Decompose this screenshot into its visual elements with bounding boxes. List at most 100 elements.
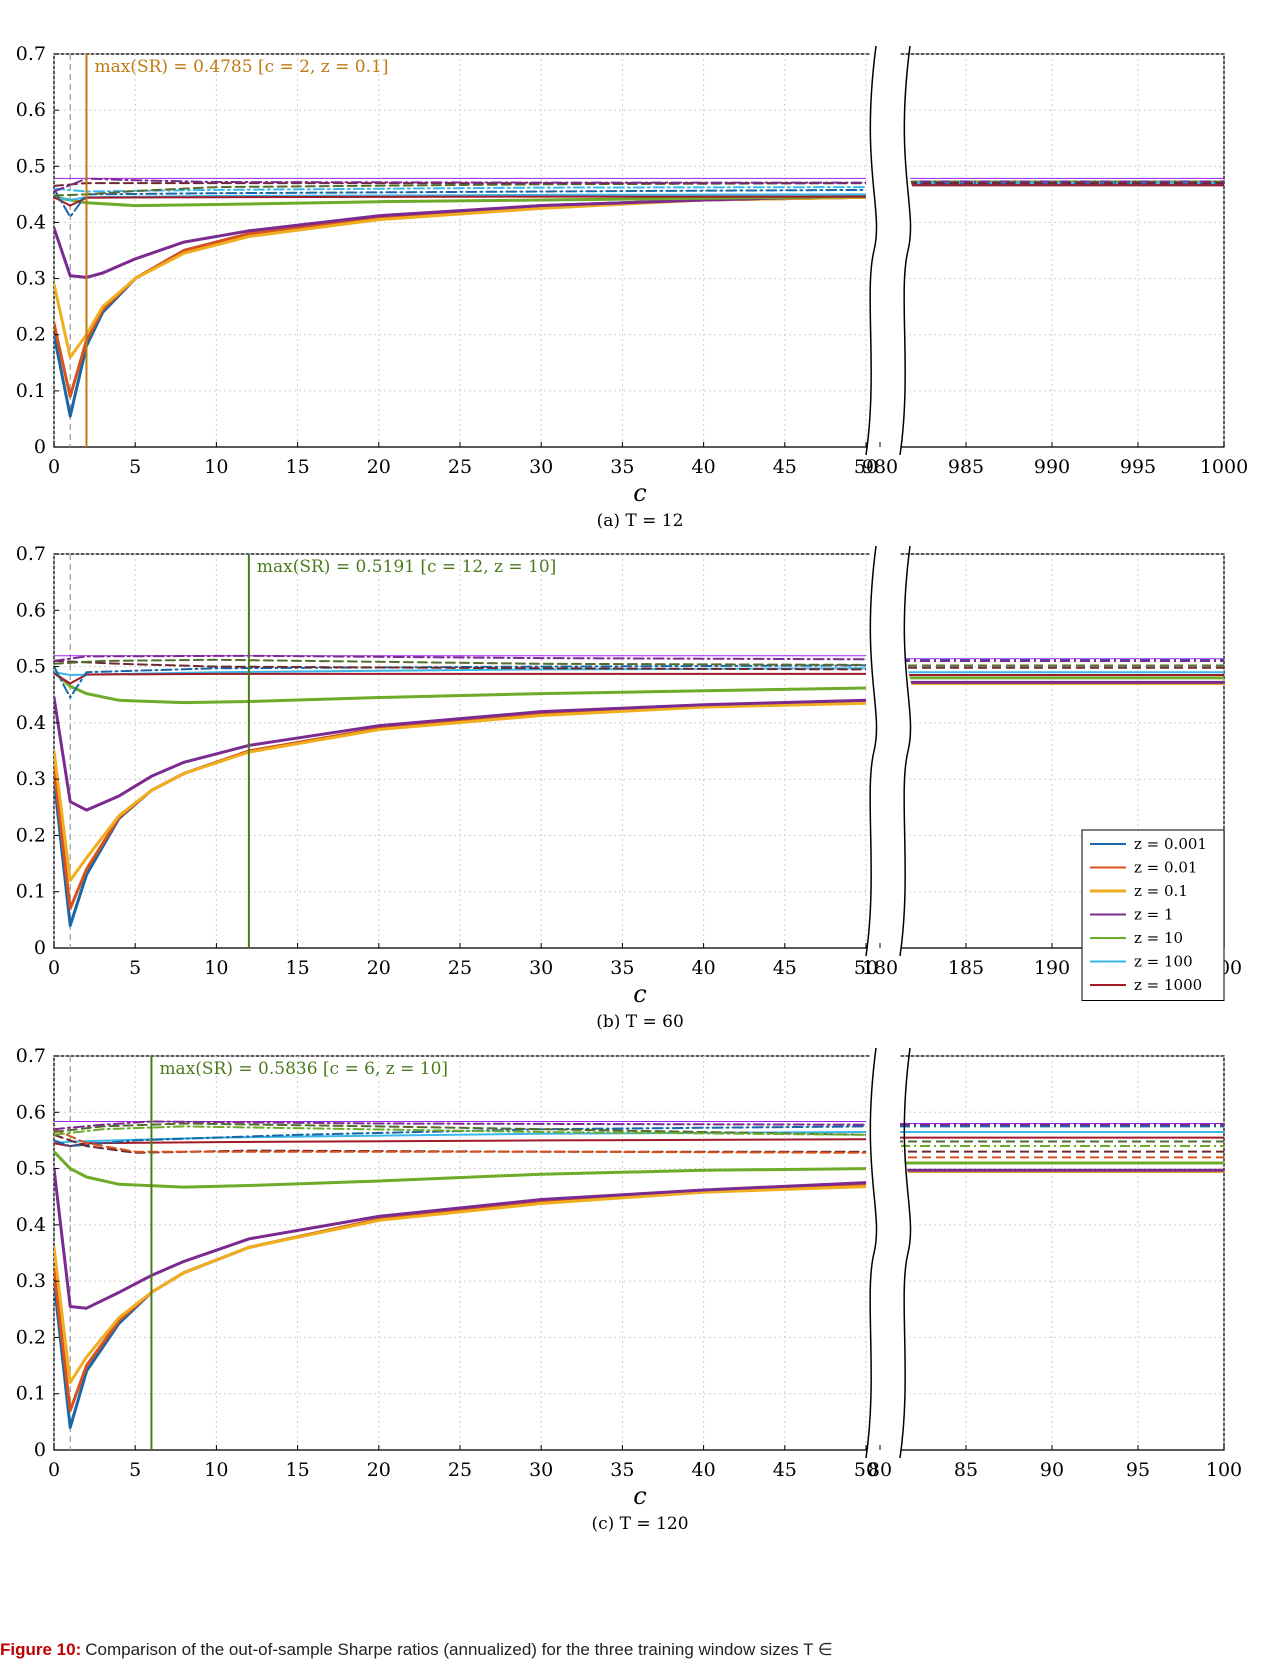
x-tick-label: 45 bbox=[773, 1459, 797, 1481]
subfigure-caption: (b) T = 60 bbox=[596, 1012, 684, 1032]
y-tick-label: 0.2 bbox=[16, 1326, 46, 1348]
series-line bbox=[54, 1128, 866, 1154]
axis-break bbox=[865, 1047, 918, 1459]
x-tick-label: 45 bbox=[773, 957, 797, 979]
axis-break bbox=[865, 45, 918, 456]
legend-label: z = 0.001 bbox=[1134, 835, 1207, 853]
legend-label: z = 100 bbox=[1134, 953, 1193, 971]
x-axis-label: c bbox=[633, 1482, 646, 1510]
x-tick-label: 20 bbox=[367, 1459, 391, 1481]
x-tick-label: 35 bbox=[610, 957, 634, 979]
plot-frame bbox=[53, 53, 1225, 448]
axis-break-gap bbox=[870, 46, 900, 455]
x-tick-label: 20 bbox=[367, 957, 391, 979]
y-tick-label: 0.3 bbox=[16, 768, 46, 790]
series-left bbox=[54, 654, 866, 927]
chart-panel: max(SR) = 0.5836 [c = 6, z = 10] 0 0.1 0.2 0… bbox=[16, 1045, 1242, 1534]
x-tick-label: 35 bbox=[610, 456, 634, 478]
legend-label: z = 0.01 bbox=[1134, 859, 1197, 877]
legend-label: z = 1 bbox=[1134, 906, 1174, 924]
x-tick-label: 980 bbox=[862, 456, 898, 478]
y-tick-label: 0.2 bbox=[16, 824, 46, 846]
series-line bbox=[54, 195, 866, 359]
x-tick-label: 990 bbox=[1034, 456, 1070, 478]
x-tick-label: 45 bbox=[773, 456, 797, 478]
x-tick-label: 10 bbox=[204, 957, 228, 979]
max-sr-annotation: max(SR) = 0.4785 [c = 2, z = 0.1] bbox=[94, 57, 388, 77]
series-line bbox=[54, 1122, 866, 1136]
y-tick-label: 0.4 bbox=[16, 211, 46, 233]
x-tick-label: 15 bbox=[286, 456, 310, 478]
x-tick-label: 190 bbox=[1034, 957, 1070, 979]
series-line bbox=[54, 1185, 866, 1384]
series-line bbox=[54, 670, 866, 705]
x-tick-label: 0 bbox=[48, 1459, 60, 1481]
legend-label: z = 10 bbox=[1134, 929, 1183, 947]
series-line bbox=[54, 1125, 866, 1136]
x-tick-label: 40 bbox=[692, 1459, 716, 1481]
y-tick-label: 0.5 bbox=[16, 1158, 46, 1180]
x-tick-label: 180 bbox=[862, 957, 898, 979]
x-tick-label: 100 bbox=[1206, 1459, 1242, 1481]
series-line bbox=[54, 187, 866, 218]
x-tick-label: 80 bbox=[868, 1459, 892, 1481]
axis-break-line bbox=[865, 545, 878, 957]
y-tick-label: 0.5 bbox=[16, 155, 46, 177]
x-tick-label: 85 bbox=[954, 1459, 978, 1481]
x-axis-label: c bbox=[633, 479, 646, 507]
max-sr-annotation: max(SR) = 0.5191 [c = 12, z = 10] bbox=[257, 557, 556, 577]
figure-caption-text: Comparison of the out-of-sample Sharpe r… bbox=[85, 1640, 833, 1659]
x-tick-label: 30 bbox=[529, 456, 553, 478]
series-line bbox=[54, 1150, 866, 1189]
y-tick-label: 0.7 bbox=[16, 543, 46, 565]
series-right bbox=[880, 1123, 1224, 1173]
chart-panel: max(SR) = 0.4785 [c = 2, z = 0.1] 0 0.1 0.2… bbox=[16, 43, 1248, 531]
y-tick-label: 0.4 bbox=[16, 1214, 46, 1236]
x-tick-label: 50 bbox=[854, 456, 878, 478]
series-line bbox=[54, 186, 866, 193]
series-line bbox=[54, 195, 866, 207]
x-tick-label: 0 bbox=[48, 456, 60, 478]
x-axis-label: c bbox=[633, 980, 646, 1008]
x-tick-label: 10 bbox=[204, 1459, 228, 1481]
x-tick-label: 25 bbox=[448, 456, 472, 478]
legend: z = 0.001 z = 0.01 z = 0.1 z = 1 z = 10 z = 1… bbox=[1081, 829, 1225, 1001]
legend-label: z = 0.1 bbox=[1134, 882, 1188, 900]
series-line bbox=[54, 672, 866, 685]
subfigure-caption: (c) T = 120 bbox=[591, 1514, 688, 1534]
max-sr-annotation: max(SR) = 0.5836 [c = 6, z = 10] bbox=[159, 1059, 448, 1079]
x-tick-label: 1000 bbox=[1200, 456, 1248, 478]
series-line bbox=[54, 1120, 866, 1131]
series-line bbox=[54, 664, 866, 699]
y-tick-label: 0.6 bbox=[16, 1101, 46, 1123]
series-line bbox=[54, 182, 866, 197]
x-tick-label: 30 bbox=[529, 1459, 553, 1481]
y-tick-label: 0.1 bbox=[16, 881, 46, 903]
plot-frame bbox=[53, 1055, 1225, 1451]
series-right bbox=[880, 658, 1224, 685]
x-tick-label: 90 bbox=[1040, 1459, 1064, 1481]
x-tick-label: 35 bbox=[610, 1459, 634, 1481]
axis-break-line bbox=[865, 45, 878, 456]
axis-break-line bbox=[899, 45, 912, 456]
x-tick-label: 5 bbox=[129, 456, 141, 478]
y-tick-label: 0.5 bbox=[16, 656, 46, 678]
y-tick-label: 0.4 bbox=[16, 712, 46, 734]
y-tick-label: 0.6 bbox=[16, 99, 46, 121]
x-tick-label: 20 bbox=[367, 456, 391, 478]
y-tick-label: 0 bbox=[34, 1439, 46, 1461]
x-tick-label: 40 bbox=[692, 456, 716, 478]
x-tick-label: 0 bbox=[48, 957, 60, 979]
series-line bbox=[54, 177, 866, 193]
axis-break-line bbox=[865, 1047, 878, 1459]
series-line bbox=[54, 658, 866, 666]
y-tick-label: 0.2 bbox=[16, 324, 46, 346]
x-tick-label: 5 bbox=[129, 1459, 141, 1481]
x-tick-label: 10 bbox=[204, 456, 228, 478]
series-line bbox=[54, 701, 866, 882]
y-tick-label: 0.3 bbox=[16, 1270, 46, 1292]
series-line bbox=[54, 195, 866, 208]
axis-break-gap bbox=[870, 546, 900, 956]
series-left bbox=[54, 1120, 866, 1429]
